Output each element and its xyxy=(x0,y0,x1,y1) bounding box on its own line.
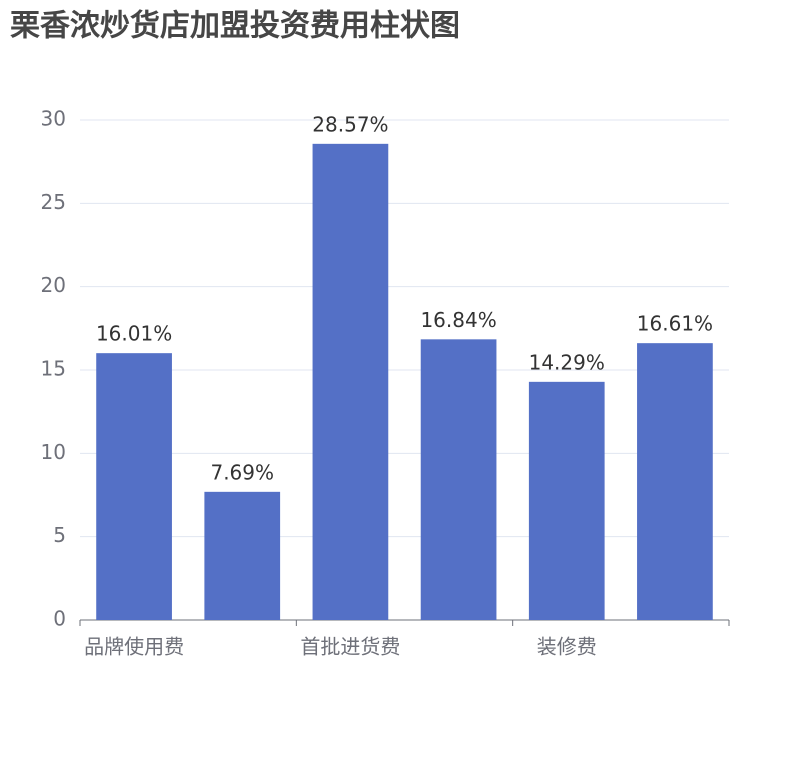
bar xyxy=(204,491,281,620)
x-tick-label: 品牌使用费 xyxy=(84,635,184,659)
y-tick-label: 10 xyxy=(41,440,66,464)
value-label: 28.57% xyxy=(312,112,388,136)
y-tick-label: 30 xyxy=(41,107,66,131)
y-tick-label: 20 xyxy=(41,273,66,297)
chart-title: 栗香浓炒货店加盟投资费用柱状图 xyxy=(10,9,460,44)
bar xyxy=(420,339,497,620)
x-tick-label: 首批进货费 xyxy=(300,635,400,659)
y-tick-label: 5 xyxy=(53,523,66,547)
value-label: 16.01% xyxy=(96,322,172,346)
y-tick-label: 25 xyxy=(41,190,66,214)
value-label: 14.29% xyxy=(529,350,605,374)
y-tick-label: 15 xyxy=(41,357,66,381)
bar xyxy=(312,143,389,621)
bar xyxy=(637,343,713,620)
value-label: 16.61% xyxy=(637,312,713,336)
bar xyxy=(96,353,172,620)
value-label: 7.69% xyxy=(210,460,274,484)
x-tick-label: 装修费 xyxy=(537,635,597,659)
y-tick-label: 0 xyxy=(53,607,66,631)
value-label: 16.84% xyxy=(420,308,496,332)
bar xyxy=(528,381,605,620)
